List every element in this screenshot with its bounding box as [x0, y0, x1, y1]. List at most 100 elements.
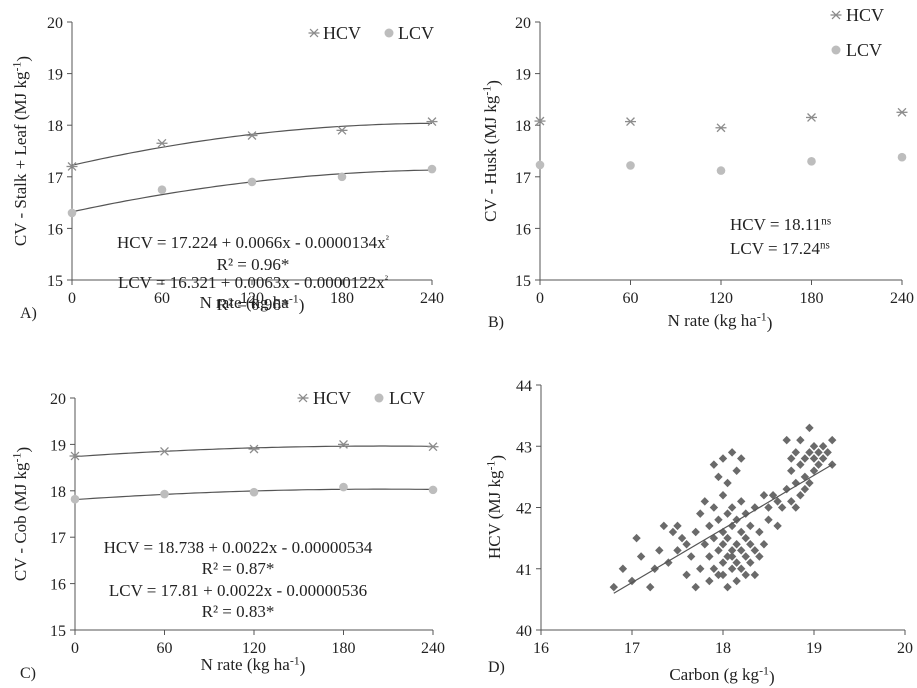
- data-point: [727, 552, 737, 561]
- data-point-hcv: [896, 107, 908, 117]
- x-tick-label: 60: [157, 640, 173, 657]
- data-point: [723, 552, 732, 561]
- panel-label: B): [488, 314, 504, 331]
- y-tick-label: 18: [515, 118, 531, 135]
- data-point: [714, 546, 723, 555]
- y-tick-label: 15: [47, 273, 63, 290]
- data-point: [723, 533, 732, 543]
- data-point-lcv: [428, 485, 438, 495]
- y-tick-label: 19: [47, 67, 63, 84]
- data-point: [737, 497, 746, 506]
- y-tick-label: 16: [47, 221, 63, 238]
- data-point-lcv: [807, 157, 816, 166]
- data-point: [732, 576, 741, 586]
- data-point-lcv: [249, 487, 259, 497]
- y-tick-label: 20: [47, 15, 63, 32]
- data-point: [814, 448, 823, 457]
- data-point: [714, 472, 723, 482]
- legend-marker-hcv: [830, 10, 842, 20]
- data-point: [696, 564, 705, 573]
- data-point-lcv: [626, 161, 635, 170]
- x-tick-label: 0: [71, 640, 79, 657]
- chart-panel-b: 15 16 17 18 19 20 0 60 120 180 240 N rate (kg ha-1)…: [480, 5, 914, 332]
- legend-label-hcv: HCV: [313, 388, 351, 408]
- data-point: [755, 527, 764, 537]
- data-point: [732, 540, 741, 549]
- data-point-hcv: [336, 125, 348, 135]
- equation-annotation: R² = 0.96*: [217, 295, 290, 314]
- data-point: [732, 466, 741, 475]
- equation-annotation: LCV = 17.81 + 0.0022x - 0.00000536: [109, 581, 367, 600]
- x-tick-label: 120: [709, 290, 733, 307]
- data-point: [764, 515, 773, 524]
- data-point: [809, 466, 819, 475]
- data-point: [668, 527, 678, 537]
- data-point: [777, 503, 787, 512]
- data-point: [814, 460, 823, 469]
- x-tick-label: 120: [242, 640, 266, 657]
- equation-annotation: LCV = 16.321 + 0.0063x - 0.0000122x²: [118, 273, 389, 292]
- data-point: [809, 442, 819, 451]
- data-point: [805, 478, 814, 488]
- data-point: [800, 484, 810, 494]
- panel-label: D): [488, 659, 505, 676]
- legend-label-lcv: LCV: [846, 40, 882, 60]
- data-point: [718, 540, 728, 549]
- data-point: [636, 552, 646, 561]
- x-axis-label: Carbon (g kg-1): [669, 664, 774, 687]
- data-point: [691, 527, 700, 537]
- data-point: [682, 540, 691, 549]
- data-point: [796, 491, 805, 500]
- data-point-lcv: [427, 164, 437, 174]
- data-point: [718, 491, 728, 500]
- data-point: [709, 503, 719, 512]
- data-point: [709, 533, 719, 543]
- equation-annotation: R² = 0.96*: [217, 255, 290, 274]
- data-point: [755, 552, 764, 561]
- data-point: [714, 570, 723, 580]
- data-point: [791, 448, 800, 457]
- x-axis-label: N rate (kg ha-1): [201, 654, 306, 677]
- y-tick-label: 18: [50, 484, 66, 501]
- data-point-lcv: [337, 172, 347, 182]
- data-point: [714, 515, 723, 524]
- y-tick-label: 19: [515, 67, 531, 84]
- data-point: [700, 540, 709, 549]
- data-point-lcv: [339, 482, 348, 492]
- y-tick-label: 41: [516, 562, 532, 579]
- data-point: [746, 521, 755, 531]
- y-tick-label: 17: [47, 170, 63, 187]
- data-point: [741, 509, 750, 518]
- data-point-hcv: [159, 446, 170, 456]
- data-point: [737, 454, 746, 463]
- panel-label: A): [20, 305, 37, 322]
- data-point: [677, 533, 687, 543]
- data-point: [809, 454, 819, 463]
- legend-label-hcv: HCV: [846, 5, 884, 25]
- data-point-hcv: [246, 131, 258, 140]
- data-point-hcv: [426, 117, 438, 127]
- fit-curve-hcv: [74, 445, 433, 458]
- data-point: [773, 521, 782, 531]
- data-point: [673, 546, 682, 555]
- data-point: [705, 521, 714, 531]
- x-tick-label: 0: [68, 290, 76, 307]
- data-point: [618, 564, 628, 573]
- equation-annotation: R² = 0.87*: [202, 559, 275, 578]
- data-point: [764, 503, 773, 512]
- x-tick-label: 20: [897, 640, 913, 657]
- data-point: [718, 454, 728, 463]
- data-point-lcv: [67, 208, 77, 218]
- y-tick-label: 43: [516, 439, 532, 456]
- x-axis-label: N rate (kg ha-1): [668, 310, 773, 333]
- data-point: [823, 448, 832, 457]
- x-tick-label: 60: [623, 290, 639, 307]
- data-point: [746, 558, 755, 567]
- data-point-hcv: [66, 162, 78, 171]
- y-tick-label: 42: [516, 501, 532, 518]
- data-point: [768, 491, 778, 500]
- data-point: [796, 435, 805, 445]
- trendline: [613, 464, 833, 594]
- y-axis-label: CV - Husk (MJ kg-1): [480, 80, 503, 222]
- x-tick-label: 19: [806, 640, 822, 657]
